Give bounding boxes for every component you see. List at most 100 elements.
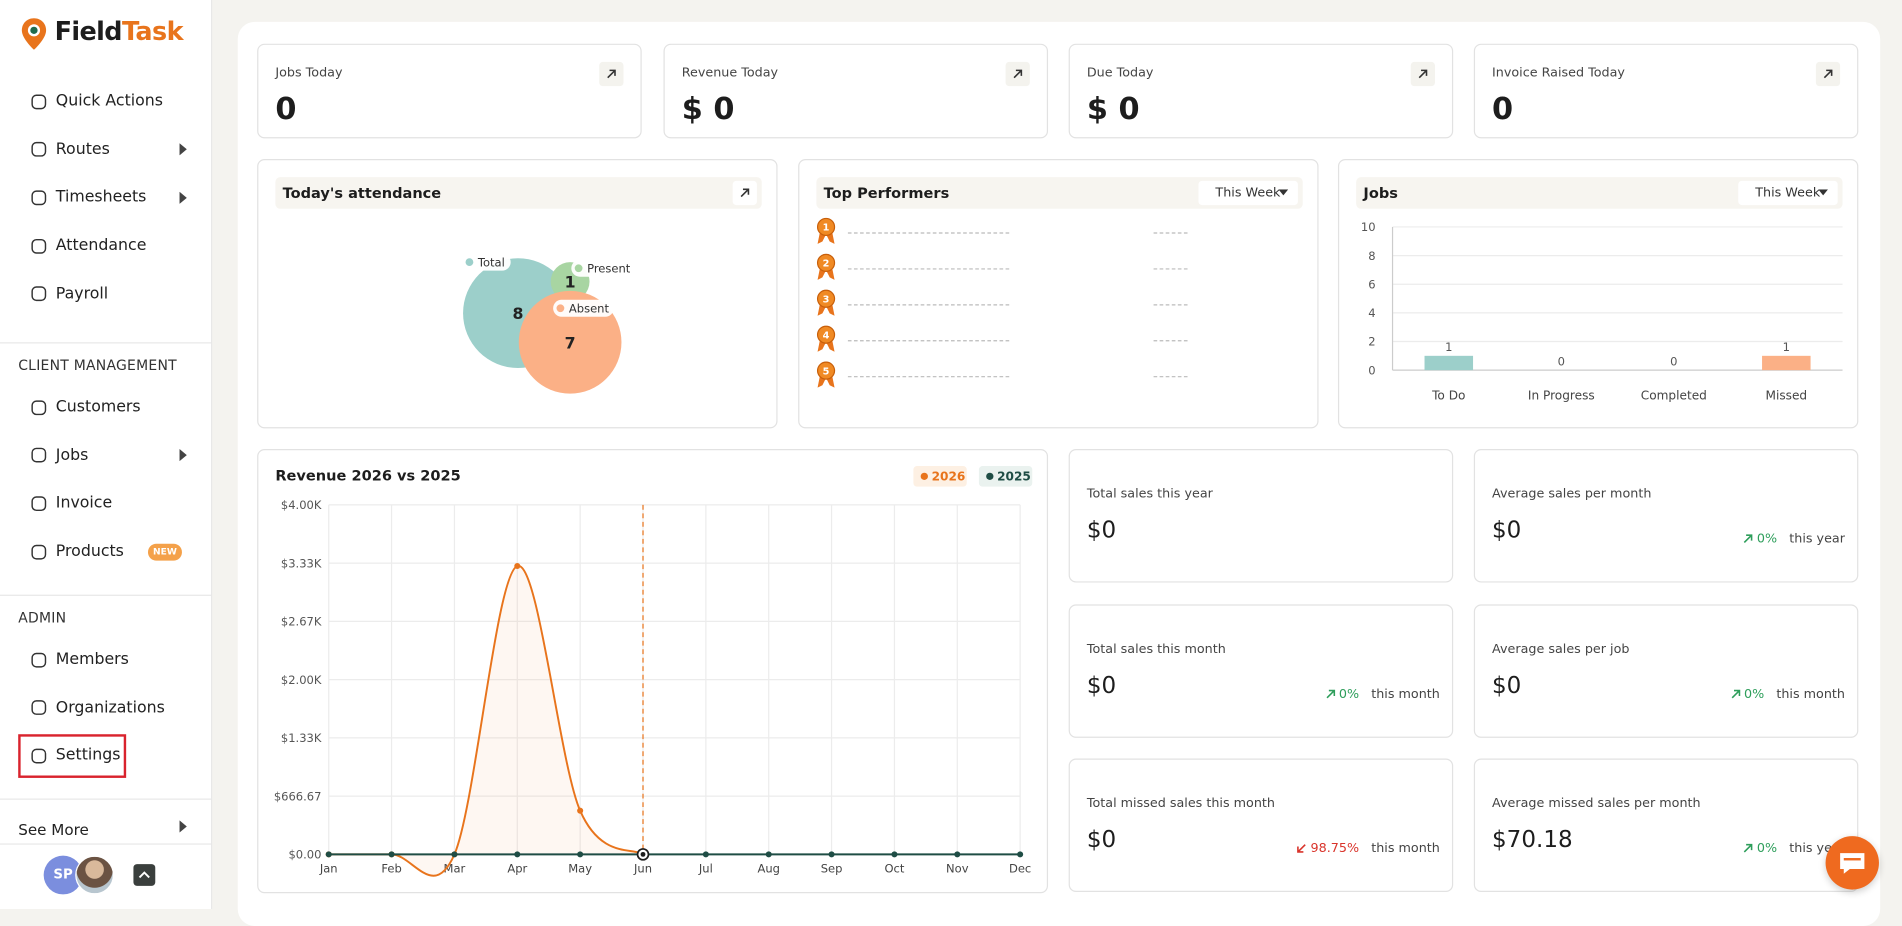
nav-item[interactable]: Products NEW [0,528,212,576]
change: 98.75% this month [1296,841,1440,856]
nav-item[interactable]: Settings [0,732,212,780]
caret-shape [1278,189,1289,196]
collapse-button[interactable] [133,864,156,886]
open-button[interactable] [599,61,624,87]
see-more-label: See More [18,820,89,839]
icon-shape [31,238,47,254]
sales-card: Average sales per month $0 0% this year [1473,449,1859,583]
nav-label: Payroll [55,284,109,304]
arrow-icon [1297,844,1307,853]
y-tick-label: 2 [1368,335,1375,349]
bubble-label: 7 [565,333,576,352]
legend-label: Absent [569,301,610,315]
arrow-icon [1744,843,1753,853]
icon-shape [31,142,47,158]
icon-shape [31,190,47,206]
nav-item[interactable]: Attendance [0,222,212,270]
stat-card: Invoice Raised Today 0 [1473,43,1859,139]
caret [1278,189,1289,196]
rank: 4 [823,330,830,341]
revenue-card: Revenue 2026 vs 2025 2026 2025 $0.00 $666.67… [257,449,1049,894]
y-tick-label: $666.67 [274,789,322,803]
icon-shape [31,286,47,302]
y-tick-label: $1.33K [281,731,322,745]
nav-item[interactable]: Customers [0,383,212,431]
card-title: Jobs [1363,184,1398,202]
chat-button[interactable] [1825,836,1879,890]
nav-icon [31,400,47,415]
nav-label: Attendance [55,236,147,255]
jobs-card: Jobs This Week 0 2 4 6 8 10 1 To Do 0 In Progress 0 C… [1337,158,1859,429]
nav-item[interactable]: Jobs [0,432,212,480]
change-text: 0% [1338,686,1360,702]
arrow-shape [179,820,187,833]
sales-card: Total sales this year $0 [1068,449,1454,583]
nav-icon [31,238,47,254]
nav-item[interactable]: Organizations [0,684,212,732]
rank: 1 [823,223,830,234]
bar-value-label: 1 [1445,340,1452,354]
nav-item[interactable]: Members [0,636,212,684]
nav-item[interactable]: Quick Actions [0,78,212,126]
stat-label: Invoice Raised Today [1492,65,1625,81]
stat-value: 0 [1492,91,1514,127]
y-tick-label: $2.00K [281,673,322,687]
x-tick-label: Jan [319,862,338,876]
icon-shape [31,400,47,415]
card-header: Top Performers This Week [816,177,1303,209]
arrow-icon [1326,689,1335,699]
period-dropdown[interactable]: This Week [1198,180,1298,206]
legend-dot [920,472,928,480]
open-button[interactable] [1815,61,1841,87]
open-button[interactable] [732,180,757,206]
open-button[interactable] [1410,61,1435,87]
card-header: Today's attendance [275,177,762,209]
nav-item[interactable]: Invoice [0,480,212,528]
bubble-label: 1 [565,273,576,292]
stat-value: $ 0 [1086,91,1140,127]
x-tick-label: Jun [633,862,652,876]
nav-icon [31,748,47,764]
point [514,851,521,858]
user-photo[interactable] [75,855,115,895]
stat-card: Jobs Today 0 [257,43,642,139]
nav-item[interactable]: Routes [0,126,212,174]
point [828,851,835,858]
nav-label: Settings [55,746,121,765]
stat-label: Due Today [1086,65,1154,81]
arrow-shape [607,69,616,79]
x-tick-label: Aug [757,862,779,876]
sales-label: Average sales per job [1492,641,1630,657]
icon-shape [31,652,47,668]
nav-icon [31,700,47,716]
period-dropdown[interactable]: This Week [1738,180,1838,206]
dropdown-label: This Week [1755,185,1821,201]
chevron-shape [138,871,150,879]
point [388,851,395,858]
sales-value: $0 [1492,516,1522,544]
bubble-label: 8 [512,304,523,323]
rank: 3 [823,294,830,305]
sales-label: Average missed sales per month [1492,796,1701,811]
legend-pill [978,466,1033,487]
change-value: 98.75% [1296,841,1359,856]
icon-shape [31,700,47,716]
open-button[interactable] [1005,61,1030,87]
change-value: 0% [1742,532,1777,546]
see-more[interactable]: See More [0,806,212,850]
point [702,851,709,858]
x-tick-label: Sep [821,862,843,876]
nav-item[interactable]: Timesheets [0,174,212,222]
nav-item[interactable]: Payroll [0,270,212,318]
medal [816,289,836,308]
x-tick-label: In Progress [1528,388,1595,402]
arrow-shape [1731,689,1740,699]
brand-primary: Field [54,16,123,47]
change-text: 98.75% [1310,841,1360,856]
point [954,851,961,858]
legend-dot [986,472,994,480]
legend-dot [574,264,583,273]
sales-label: Average sales per month [1492,486,1652,502]
nav-label: Routes [55,140,110,159]
